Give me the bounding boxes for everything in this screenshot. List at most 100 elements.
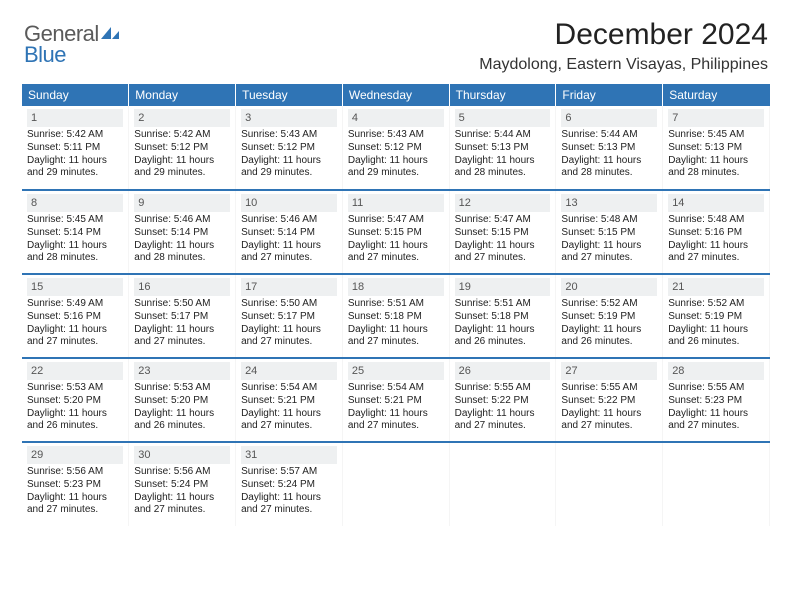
daylight-line-2: and 27 minutes. xyxy=(668,252,764,265)
logo: General Blue xyxy=(24,18,121,66)
sunrise-line: Sunrise: 5:51 AM xyxy=(455,298,551,311)
header: General Blue December 2024 Maydolong, Ea… xyxy=(0,0,792,78)
logo-sail-icon xyxy=(99,25,121,43)
sunrise-line: Sunrise: 5:45 AM xyxy=(668,129,764,142)
daylight-line-2: and 27 minutes. xyxy=(27,504,123,517)
calendar-day-cell: 10Sunrise: 5:46 AMSunset: 5:14 PMDayligh… xyxy=(236,190,343,274)
daylight-line-1: Daylight: 11 hours xyxy=(241,155,337,168)
calendar-day-cell xyxy=(663,442,770,526)
calendar-day-cell: 14Sunrise: 5:48 AMSunset: 5:16 PMDayligh… xyxy=(663,190,770,274)
sunrise-line: Sunrise: 5:44 AM xyxy=(455,129,551,142)
daylight-line-1: Daylight: 11 hours xyxy=(348,324,444,337)
calendar-day-cell: 28Sunrise: 5:55 AMSunset: 5:23 PMDayligh… xyxy=(663,358,770,442)
sunrise-line: Sunrise: 5:50 AM xyxy=(134,298,230,311)
daylight-line-2: and 29 minutes. xyxy=(134,167,230,180)
logo-text: General Blue xyxy=(24,24,121,66)
day-number: 22 xyxy=(27,362,123,380)
calendar-day-cell: 1Sunrise: 5:42 AMSunset: 5:11 PMDaylight… xyxy=(22,106,129,190)
daylight-line-2: and 26 minutes. xyxy=(455,336,551,349)
sunset-line: Sunset: 5:19 PM xyxy=(561,311,657,324)
calendar-day-cell: 8Sunrise: 5:45 AMSunset: 5:14 PMDaylight… xyxy=(22,190,129,274)
daylight-line-2: and 26 minutes. xyxy=(561,336,657,349)
daylight-line-1: Daylight: 11 hours xyxy=(561,240,657,253)
sunset-line: Sunset: 5:20 PM xyxy=(27,395,123,408)
sunrise-line: Sunrise: 5:53 AM xyxy=(134,382,230,395)
day-number: 28 xyxy=(668,362,764,380)
sunrise-line: Sunrise: 5:47 AM xyxy=(455,214,551,227)
day-number: 17 xyxy=(241,278,337,296)
calendar-day-cell: 7Sunrise: 5:45 AMSunset: 5:13 PMDaylight… xyxy=(663,106,770,190)
sunrise-line: Sunrise: 5:43 AM xyxy=(241,129,337,142)
daylight-line-1: Daylight: 11 hours xyxy=(241,492,337,505)
sunset-line: Sunset: 5:16 PM xyxy=(27,311,123,324)
sunset-line: Sunset: 5:15 PM xyxy=(455,227,551,240)
calendar-day-cell: 21Sunrise: 5:52 AMSunset: 5:19 PMDayligh… xyxy=(663,274,770,358)
day-number: 5 xyxy=(455,109,551,127)
calendar-day-cell: 30Sunrise: 5:56 AMSunset: 5:24 PMDayligh… xyxy=(129,442,236,526)
calendar-day-cell: 17Sunrise: 5:50 AMSunset: 5:17 PMDayligh… xyxy=(236,274,343,358)
calendar-day-cell: 27 Sunrise: 5:55 AMSunset: 5:22 PMDayligh… xyxy=(556,358,663,442)
daylight-line-1: Daylight: 11 hours xyxy=(134,324,230,337)
sunrise-line: Sunrise: 5:46 AM xyxy=(134,214,230,227)
calendar-day-cell: 9Sunrise: 5:46 AMSunset: 5:14 PMDaylight… xyxy=(129,190,236,274)
daylight-line-2: and 28 minutes. xyxy=(561,167,657,180)
sunrise-line: Sunrise: 5:51 AM xyxy=(348,298,444,311)
calendar-day-cell: 26Sunrise: 5:55 AMSunset: 5:22 PMDayligh… xyxy=(449,358,556,442)
day-number: 11 xyxy=(348,194,444,212)
calendar-day-cell: 12Sunrise: 5:47 AMSunset: 5:15 PMDayligh… xyxy=(449,190,556,274)
daylight-line-2: and 27 minutes. xyxy=(561,420,657,433)
sunrise-line: Sunrise: 5:53 AM xyxy=(27,382,123,395)
sunset-line: Sunset: 5:20 PM xyxy=(134,395,230,408)
sunset-line: Sunset: 5:13 PM xyxy=(455,142,551,155)
weekday-header: Thursday xyxy=(449,84,556,106)
day-number: 4 xyxy=(348,109,444,127)
daylight-line-2: and 29 minutes. xyxy=(348,167,444,180)
daylight-line-1: Daylight: 11 hours xyxy=(455,240,551,253)
calendar-day-cell xyxy=(449,442,556,526)
sunrise-line: Sunrise: 5:42 AM xyxy=(134,129,230,142)
calendar-day-cell: 18Sunrise: 5:51 AMSunset: 5:18 PMDayligh… xyxy=(342,274,449,358)
sunrise-line: Sunrise: 5:55 AM xyxy=(561,382,657,395)
sunset-line: Sunset: 5:21 PM xyxy=(348,395,444,408)
calendar-day-cell: 3Sunrise: 5:43 AMSunset: 5:12 PMDaylight… xyxy=(236,106,343,190)
sunset-line: Sunset: 5:22 PM xyxy=(561,395,657,408)
daylight-line-2: and 27 minutes. xyxy=(348,336,444,349)
daylight-line-1: Daylight: 11 hours xyxy=(561,408,657,421)
calendar-week-row: 15Sunrise: 5:49 AMSunset: 5:16 PMDayligh… xyxy=(22,274,770,358)
day-number: 23 xyxy=(134,362,230,380)
day-number: 19 xyxy=(455,278,551,296)
sunset-line: Sunset: 5:14 PM xyxy=(134,227,230,240)
day-number: 27 xyxy=(561,362,657,380)
location-subtitle: Maydolong, Eastern Visayas, Philippines xyxy=(479,56,768,74)
sunrise-line: Sunrise: 5:52 AM xyxy=(668,298,764,311)
daylight-line-1: Daylight: 11 hours xyxy=(561,324,657,337)
sunrise-line: Sunrise: 5:54 AM xyxy=(348,382,444,395)
daylight-line-1: Daylight: 11 hours xyxy=(668,408,764,421)
calendar-day-cell xyxy=(556,442,663,526)
daylight-line-2: and 26 minutes. xyxy=(27,420,123,433)
day-number: 15 xyxy=(27,278,123,296)
day-number: 20 xyxy=(561,278,657,296)
sunrise-line: Sunrise: 5:55 AM xyxy=(668,382,764,395)
weekday-header: Wednesday xyxy=(342,84,449,106)
daylight-line-1: Daylight: 11 hours xyxy=(241,324,337,337)
daylight-line-2: and 27 minutes. xyxy=(455,252,551,265)
daylight-line-2: and 27 minutes. xyxy=(348,252,444,265)
day-number: 6 xyxy=(561,109,657,127)
daylight-line-1: Daylight: 11 hours xyxy=(455,408,551,421)
sunrise-line: Sunrise: 5:55 AM xyxy=(455,382,551,395)
daylight-line-2: and 27 minutes. xyxy=(455,420,551,433)
daylight-line-1: Daylight: 11 hours xyxy=(455,324,551,337)
calendar-day-cell: 6Sunrise: 5:44 AMSunset: 5:13 PMDaylight… xyxy=(556,106,663,190)
sunrise-line: Sunrise: 5:45 AM xyxy=(27,214,123,227)
daylight-line-2: and 27 minutes. xyxy=(241,252,337,265)
day-number: 13 xyxy=(561,194,657,212)
day-number: 9 xyxy=(134,194,230,212)
sunset-line: Sunset: 5:24 PM xyxy=(241,479,337,492)
sunrise-line: Sunrise: 5:44 AM xyxy=(561,129,657,142)
daylight-line-2: and 28 minutes. xyxy=(27,252,123,265)
sunrise-line: Sunrise: 5:46 AM xyxy=(241,214,337,227)
sunset-line: Sunset: 5:13 PM xyxy=(668,142,764,155)
sunset-line: Sunset: 5:17 PM xyxy=(241,311,337,324)
calendar-week-row: 1Sunrise: 5:42 AMSunset: 5:11 PMDaylight… xyxy=(22,106,770,190)
